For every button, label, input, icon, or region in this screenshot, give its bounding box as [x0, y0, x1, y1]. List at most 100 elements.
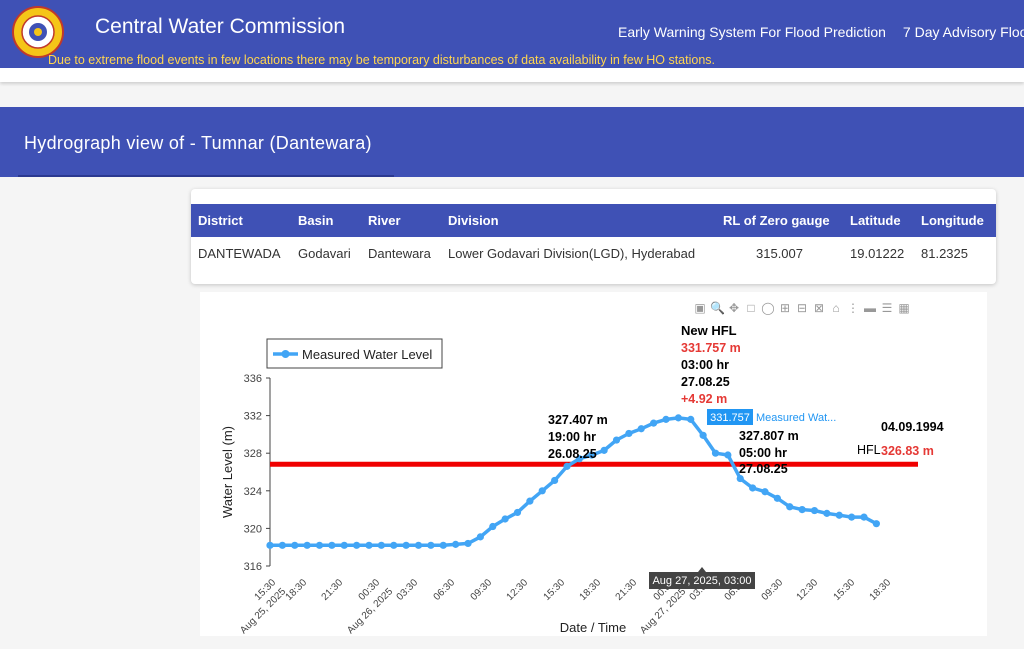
data-point — [402, 541, 410, 549]
table-row: DANTEWADA Godavari Dantewara Lower Godav… — [191, 237, 996, 270]
data-point — [810, 506, 819, 515]
data-point — [489, 522, 497, 531]
top-nav: Early Warning System For Flood Predictio… — [618, 24, 1024, 40]
station-table: District Basin River Division RL of Zero… — [191, 204, 996, 270]
point1-date: 26.08.25 — [548, 447, 597, 461]
autoscale-icon[interactable]: ⊠ — [813, 301, 825, 315]
data-point — [526, 497, 534, 505]
app-title[interactable]: Central Water Commission — [95, 15, 346, 38]
data-point — [501, 515, 509, 523]
cell-longitude: 81.2325 — [921, 246, 968, 261]
legend-label: Measured Water Level — [302, 347, 432, 362]
chart-modebar: ▣ 🔍 ✥ □ ◯ ⊞ ⊟ ⊠ ⌂ ⋮ ▬ ☰ ▦ — [693, 299, 914, 315]
col-river: River — [368, 213, 401, 228]
data-point — [291, 541, 299, 549]
data-point — [266, 541, 274, 549]
data-point — [278, 541, 286, 549]
plotly-logo-icon[interactable]: ▦ — [898, 301, 910, 315]
y-tick-label: 336 — [244, 373, 262, 385]
cell-river: Dantewara — [368, 246, 431, 261]
data-point — [538, 487, 546, 495]
col-longitude: Longitude — [921, 213, 984, 228]
lasso-icon[interactable]: ◯ — [761, 301, 775, 315]
spike-lines-icon[interactable]: ⋮ — [847, 301, 859, 315]
new-hfl-time: 03:00 hr — [681, 358, 729, 372]
cell-district: DANTEWADA — [198, 246, 281, 261]
point1-value: 327.407 m — [548, 413, 608, 427]
hfl-value: 326.83 m — [881, 444, 934, 458]
hover-x-label-box — [649, 572, 755, 589]
data-point — [761, 488, 769, 496]
data-notice: Due to extreme flood events in few locat… — [48, 53, 715, 67]
station-info-card: District Basin River Division RL of Zero… — [191, 189, 996, 284]
data-point — [848, 513, 856, 521]
data-point — [427, 541, 435, 549]
title-underline — [18, 175, 394, 177]
col-district: District — [198, 213, 243, 228]
data-point — [612, 436, 621, 444]
data-point — [377, 541, 385, 549]
x-tick-label: 03:30 — [395, 577, 421, 603]
data-point — [650, 419, 658, 427]
data-point — [303, 541, 311, 549]
data-point — [513, 508, 522, 517]
cell-latitude: 19.01222 — [850, 246, 905, 261]
data-point — [662, 415, 670, 423]
y-tick-label: 332 — [244, 411, 262, 423]
cell-division: Lower Godavari Division(LGD), Hyderabad — [448, 246, 696, 261]
zoom-out-icon[interactable]: ⊟ — [796, 301, 808, 315]
x-axis-title: Date / Time — [560, 620, 626, 635]
nav-early-warning[interactable]: Early Warning System For Flood Predictio… — [618, 24, 886, 40]
hover-closest-icon[interactable]: ▬ — [864, 301, 876, 315]
point1-time: 19:00 hr — [548, 430, 596, 444]
data-point — [588, 451, 596, 459]
nav-7-day-advisory[interactable]: 7 Day Advisory Flood F — [902, 24, 1024, 40]
data-point — [414, 541, 423, 549]
hover-label-box — [707, 409, 753, 425]
hover-compare-icon[interactable]: ☰ — [881, 301, 893, 315]
x-tick-label: 21:30 — [614, 577, 640, 603]
zoom-in-icon[interactable]: ⊞ — [779, 301, 791, 315]
data-point — [711, 449, 720, 457]
point2-time: 05:00 hr — [739, 446, 787, 460]
pan-icon[interactable]: ✥ — [728, 301, 740, 315]
hover-x-label: Aug 27, 2025, 03:00 — [652, 575, 751, 587]
col-division: Division — [448, 213, 499, 228]
hover-label-series: Measured Wat... — [756, 412, 836, 424]
data-point — [315, 541, 324, 549]
data-point — [637, 425, 645, 433]
data-point — [798, 506, 806, 514]
data-point — [687, 415, 695, 423]
y-tick-label: 328 — [244, 448, 262, 460]
data-point — [340, 541, 348, 549]
data-point — [786, 503, 794, 511]
table-header-row: District Basin River Division RL of Zero… — [191, 204, 996, 237]
page-title: Hydrograph view of - Tumnar (Dantewara) — [24, 133, 372, 153]
y-tick-label: 324 — [244, 486, 262, 498]
data-point — [439, 541, 447, 549]
y-axis-title: Water Level (m) — [220, 426, 235, 518]
camera-icon[interactable]: ▣ — [694, 301, 706, 315]
data-point — [773, 494, 781, 502]
x-tick-label: 06:30 — [432, 577, 458, 603]
x-tick-label: 15:30 — [542, 577, 568, 603]
data-point — [625, 429, 633, 438]
data-point — [551, 476, 559, 485]
data-point — [860, 513, 868, 521]
x-tick-label: 15:30 — [832, 577, 858, 603]
legend-marker — [281, 350, 290, 358]
cell-rl-zero-gauge: 315.007 — [756, 246, 803, 261]
data-point — [353, 541, 361, 549]
x-tick-label: 18:30 — [284, 577, 310, 603]
hfl-date: 04.09.1994 — [881, 420, 944, 434]
data-point — [736, 474, 744, 483]
x-tick-label: 21:30 — [320, 577, 346, 603]
reset-axes-icon[interactable]: ⌂ — [832, 301, 840, 315]
box-select-icon[interactable]: □ — [747, 301, 755, 315]
y-tick-label: 316 — [244, 561, 262, 573]
col-rl-zero-gauge: RL of Zero gauge — [723, 213, 830, 228]
data-point — [563, 462, 571, 470]
zoom-icon[interactable]: 🔍 — [710, 301, 725, 315]
cwc-logo[interactable] — [12, 6, 64, 58]
new-hfl-date: 27.08.25 — [681, 375, 730, 389]
